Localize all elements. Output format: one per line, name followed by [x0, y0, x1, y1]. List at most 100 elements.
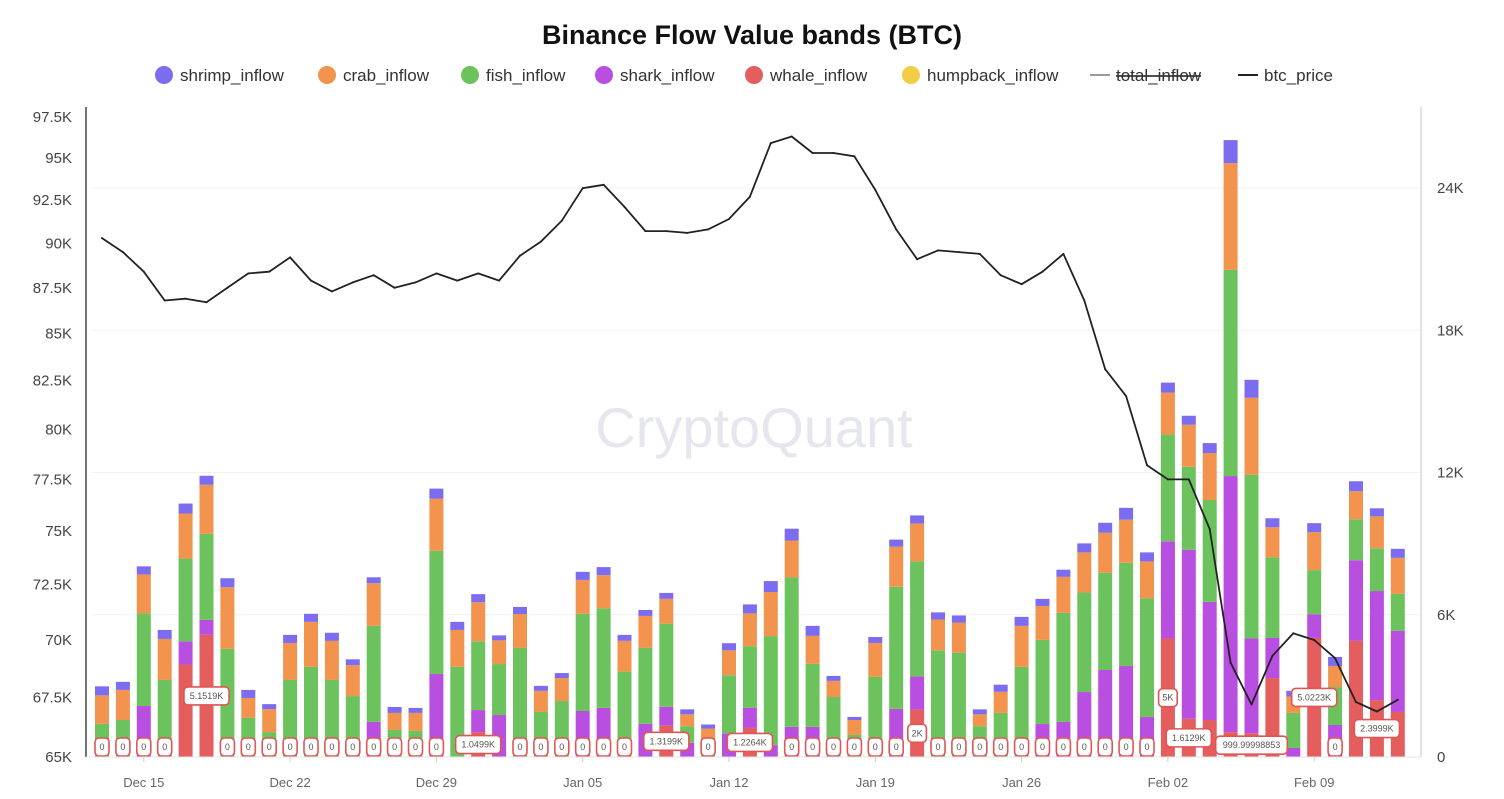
bar-segment-crab-inflow [1056, 576, 1071, 613]
bar-segment-crab-inflow [889, 546, 904, 587]
bar-stack[interactable] [471, 594, 486, 757]
btc-price-point [560, 219, 563, 222]
bar-stack[interactable] [868, 637, 883, 757]
btc-price-point [937, 249, 939, 252]
legend-item-crab-inflow[interactable]: crab_inflow [318, 66, 430, 85]
bar-stack[interactable] [199, 475, 214, 757]
bar-segment-fish-inflow [638, 647, 653, 724]
bar-segment-shrimp-inflow [1077, 543, 1092, 553]
bar-segment-fish-inflow [910, 561, 925, 677]
bar-segment-shrimp-inflow [115, 681, 130, 690]
bar-segment-crab-inflow [1077, 552, 1092, 593]
bar-segment-fish-inflow [722, 675, 736, 734]
bar-stack[interactable] [889, 539, 904, 757]
bar-segment-crab-inflow [554, 678, 569, 702]
whale-data-label: 0 [365, 737, 382, 757]
legend-item-shrimp-inflow[interactable]: shrimp_inflow [155, 66, 285, 85]
bar-segment-shrimp-inflow [492, 635, 507, 641]
btc-price-point [1208, 528, 1211, 531]
bar-segment-fish-inflow [1286, 712, 1301, 748]
bar-stack[interactable] [1244, 379, 1259, 757]
bar-stack[interactable] [1307, 523, 1322, 757]
bar-stack[interactable] [910, 515, 925, 757]
bar-segment-shark-inflow [1119, 665, 1134, 757]
bar-stack[interactable] [931, 612, 945, 757]
bar-stack[interactable] [1390, 548, 1405, 757]
bar-stack[interactable] [220, 578, 235, 757]
bar-segment-fish-inflow [1265, 557, 1280, 638]
bar-stack[interactable] [763, 581, 778, 757]
bar-stack[interactable] [366, 577, 381, 757]
whale-data-label: 0 [595, 737, 612, 757]
bar-stack[interactable] [1035, 598, 1050, 757]
bar-stack[interactable] [784, 528, 799, 757]
bar-stack[interactable] [1349, 481, 1363, 757]
btc-price-point [999, 274, 1002, 277]
bar-stack[interactable] [1140, 552, 1154, 757]
bar-stack[interactable] [450, 621, 465, 757]
bar-stack[interactable] [429, 488, 444, 757]
bar-stack[interactable] [1077, 543, 1092, 757]
bar-segment-shrimp-inflow [638, 610, 653, 616]
bar-stack[interactable] [1181, 415, 1196, 757]
bar-segment-shrimp-inflow [1223, 140, 1238, 164]
btc-price-point [142, 270, 145, 273]
whale-data-label: 5.1519K [183, 686, 230, 706]
bar-segment-crab-inflow [513, 614, 527, 648]
bar-stack[interactable] [304, 613, 318, 757]
legend-item-btc-price[interactable]: btc_price [1238, 66, 1333, 85]
whale-label-text: 2K [912, 728, 923, 738]
btc-price-point [1292, 632, 1295, 635]
bar-segment-shrimp-inflow [1349, 481, 1363, 492]
legend-item-fish-inflow[interactable]: fish_inflow [461, 66, 566, 85]
whale-label-text: 0 [1333, 742, 1338, 752]
bar-segment-crab-inflow [115, 689, 130, 721]
bar-segment-crab-inflow [659, 598, 674, 624]
bar-stack[interactable] [951, 615, 966, 757]
bar-stack[interactable] [1160, 382, 1175, 757]
bar-stack[interactable] [513, 606, 527, 757]
bar-segment-crab-inflow [1244, 397, 1259, 475]
left-axis-tick-label: 90K [45, 235, 72, 252]
whale-label-text: 0 [288, 742, 293, 752]
legend-item-total-inflow[interactable]: total_inflow [1090, 66, 1202, 85]
bar-segment-shrimp-inflow [868, 637, 883, 643]
bar-stack[interactable] [1056, 569, 1071, 757]
bar-stack[interactable] [617, 634, 632, 757]
bar-segment-shrimp-inflow [931, 612, 945, 620]
btc-price-point [289, 256, 292, 259]
legend-item-whale-inflow[interactable]: whale_inflow [745, 66, 868, 85]
whale-label-text: 0 [434, 742, 439, 752]
bar-segment-shark-inflow [1098, 669, 1113, 757]
bar-stack[interactable] [1202, 443, 1217, 757]
legend-item-humpback-inflow[interactable]: humpback_inflow [902, 66, 1059, 85]
bar-segment-crab-inflow [1307, 532, 1322, 571]
bar-segment-crab-inflow [450, 629, 465, 667]
bar-stack[interactable] [1119, 507, 1134, 757]
bar-segment-shrimp-inflow [136, 566, 151, 575]
bar-stack[interactable] [596, 567, 611, 757]
bar-stack[interactable] [178, 503, 193, 757]
whale-data-label: 0 [992, 737, 1009, 757]
bar-segment-crab-inflow [575, 579, 590, 614]
bar-segment-fish-inflow [450, 666, 465, 757]
whale-data-label: 0 [219, 737, 236, 757]
bar-stack[interactable] [575, 571, 590, 757]
btc-price-point [853, 155, 856, 158]
bar-stack[interactable] [1098, 522, 1113, 757]
whale-label-text: 0 [559, 742, 564, 752]
bar-segment-fish-inflow [742, 646, 757, 708]
whale-data-label: 1.0499K [454, 734, 502, 755]
bar-segment-crab-inflow [1202, 453, 1217, 501]
bar-stack[interactable] [136, 566, 151, 757]
whale-label-text: 1.2264K [733, 737, 767, 747]
btc-price-point [1313, 639, 1316, 642]
bar-stack[interactable] [1014, 616, 1029, 757]
chart-title: Binance Flow Value bands (BTC) [542, 20, 962, 50]
whale-label-text: 0 [852, 742, 857, 752]
btc-price-point [1041, 270, 1044, 273]
legend-item-shark-inflow[interactable]: shark_inflow [595, 66, 715, 85]
bar-segment-crab-inflow [429, 498, 444, 551]
bar-stack[interactable] [1265, 518, 1280, 757]
